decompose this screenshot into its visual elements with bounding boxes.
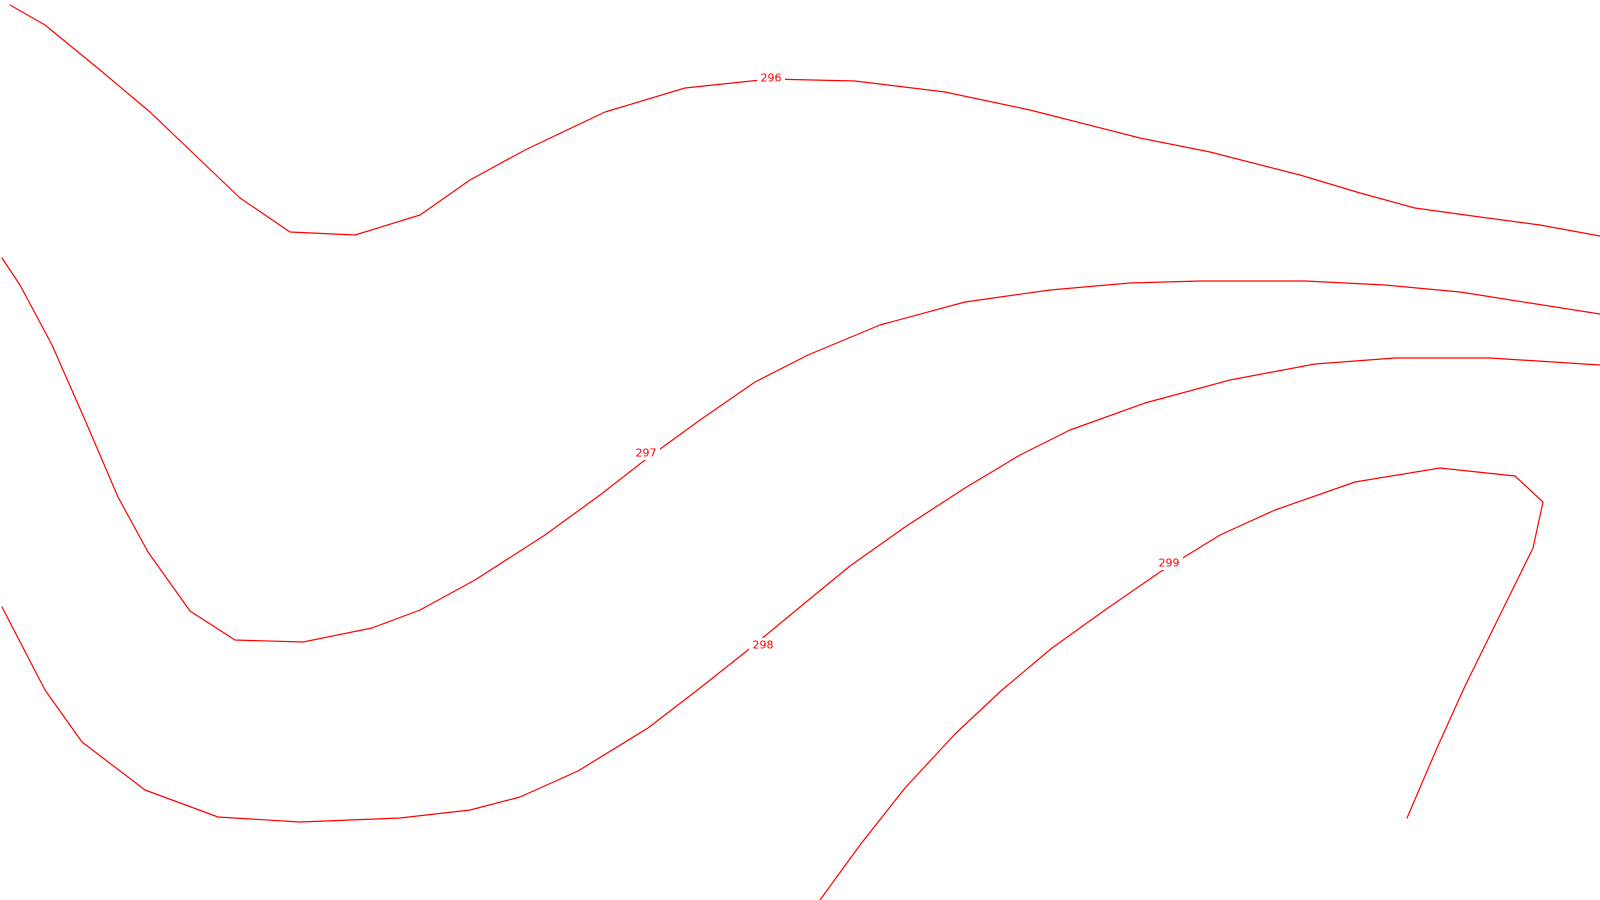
contour-label-bg-299 bbox=[1155, 556, 1183, 570]
contour-label-bg-296 bbox=[757, 71, 785, 85]
contour-299: 299 bbox=[819, 467, 1544, 900]
contour-label-bg-298 bbox=[749, 638, 777, 652]
contour-label-296: 296 bbox=[761, 72, 782, 85]
contour-line-298 bbox=[1, 357, 1600, 823]
contour-line-299 bbox=[819, 467, 1544, 900]
contour-label-297: 297 bbox=[636, 447, 657, 460]
contour-297: 297 bbox=[1, 257, 1600, 643]
contour-298: 298 bbox=[1, 357, 1600, 823]
contour-label-299: 299 bbox=[1159, 557, 1180, 570]
contour-label-298: 298 bbox=[753, 639, 774, 652]
contour-296: 296 bbox=[9, 4, 1600, 237]
contour-line-297 bbox=[1, 257, 1600, 643]
contour-label-bg-297 bbox=[632, 446, 660, 460]
contour-line-296 bbox=[9, 4, 1600, 237]
